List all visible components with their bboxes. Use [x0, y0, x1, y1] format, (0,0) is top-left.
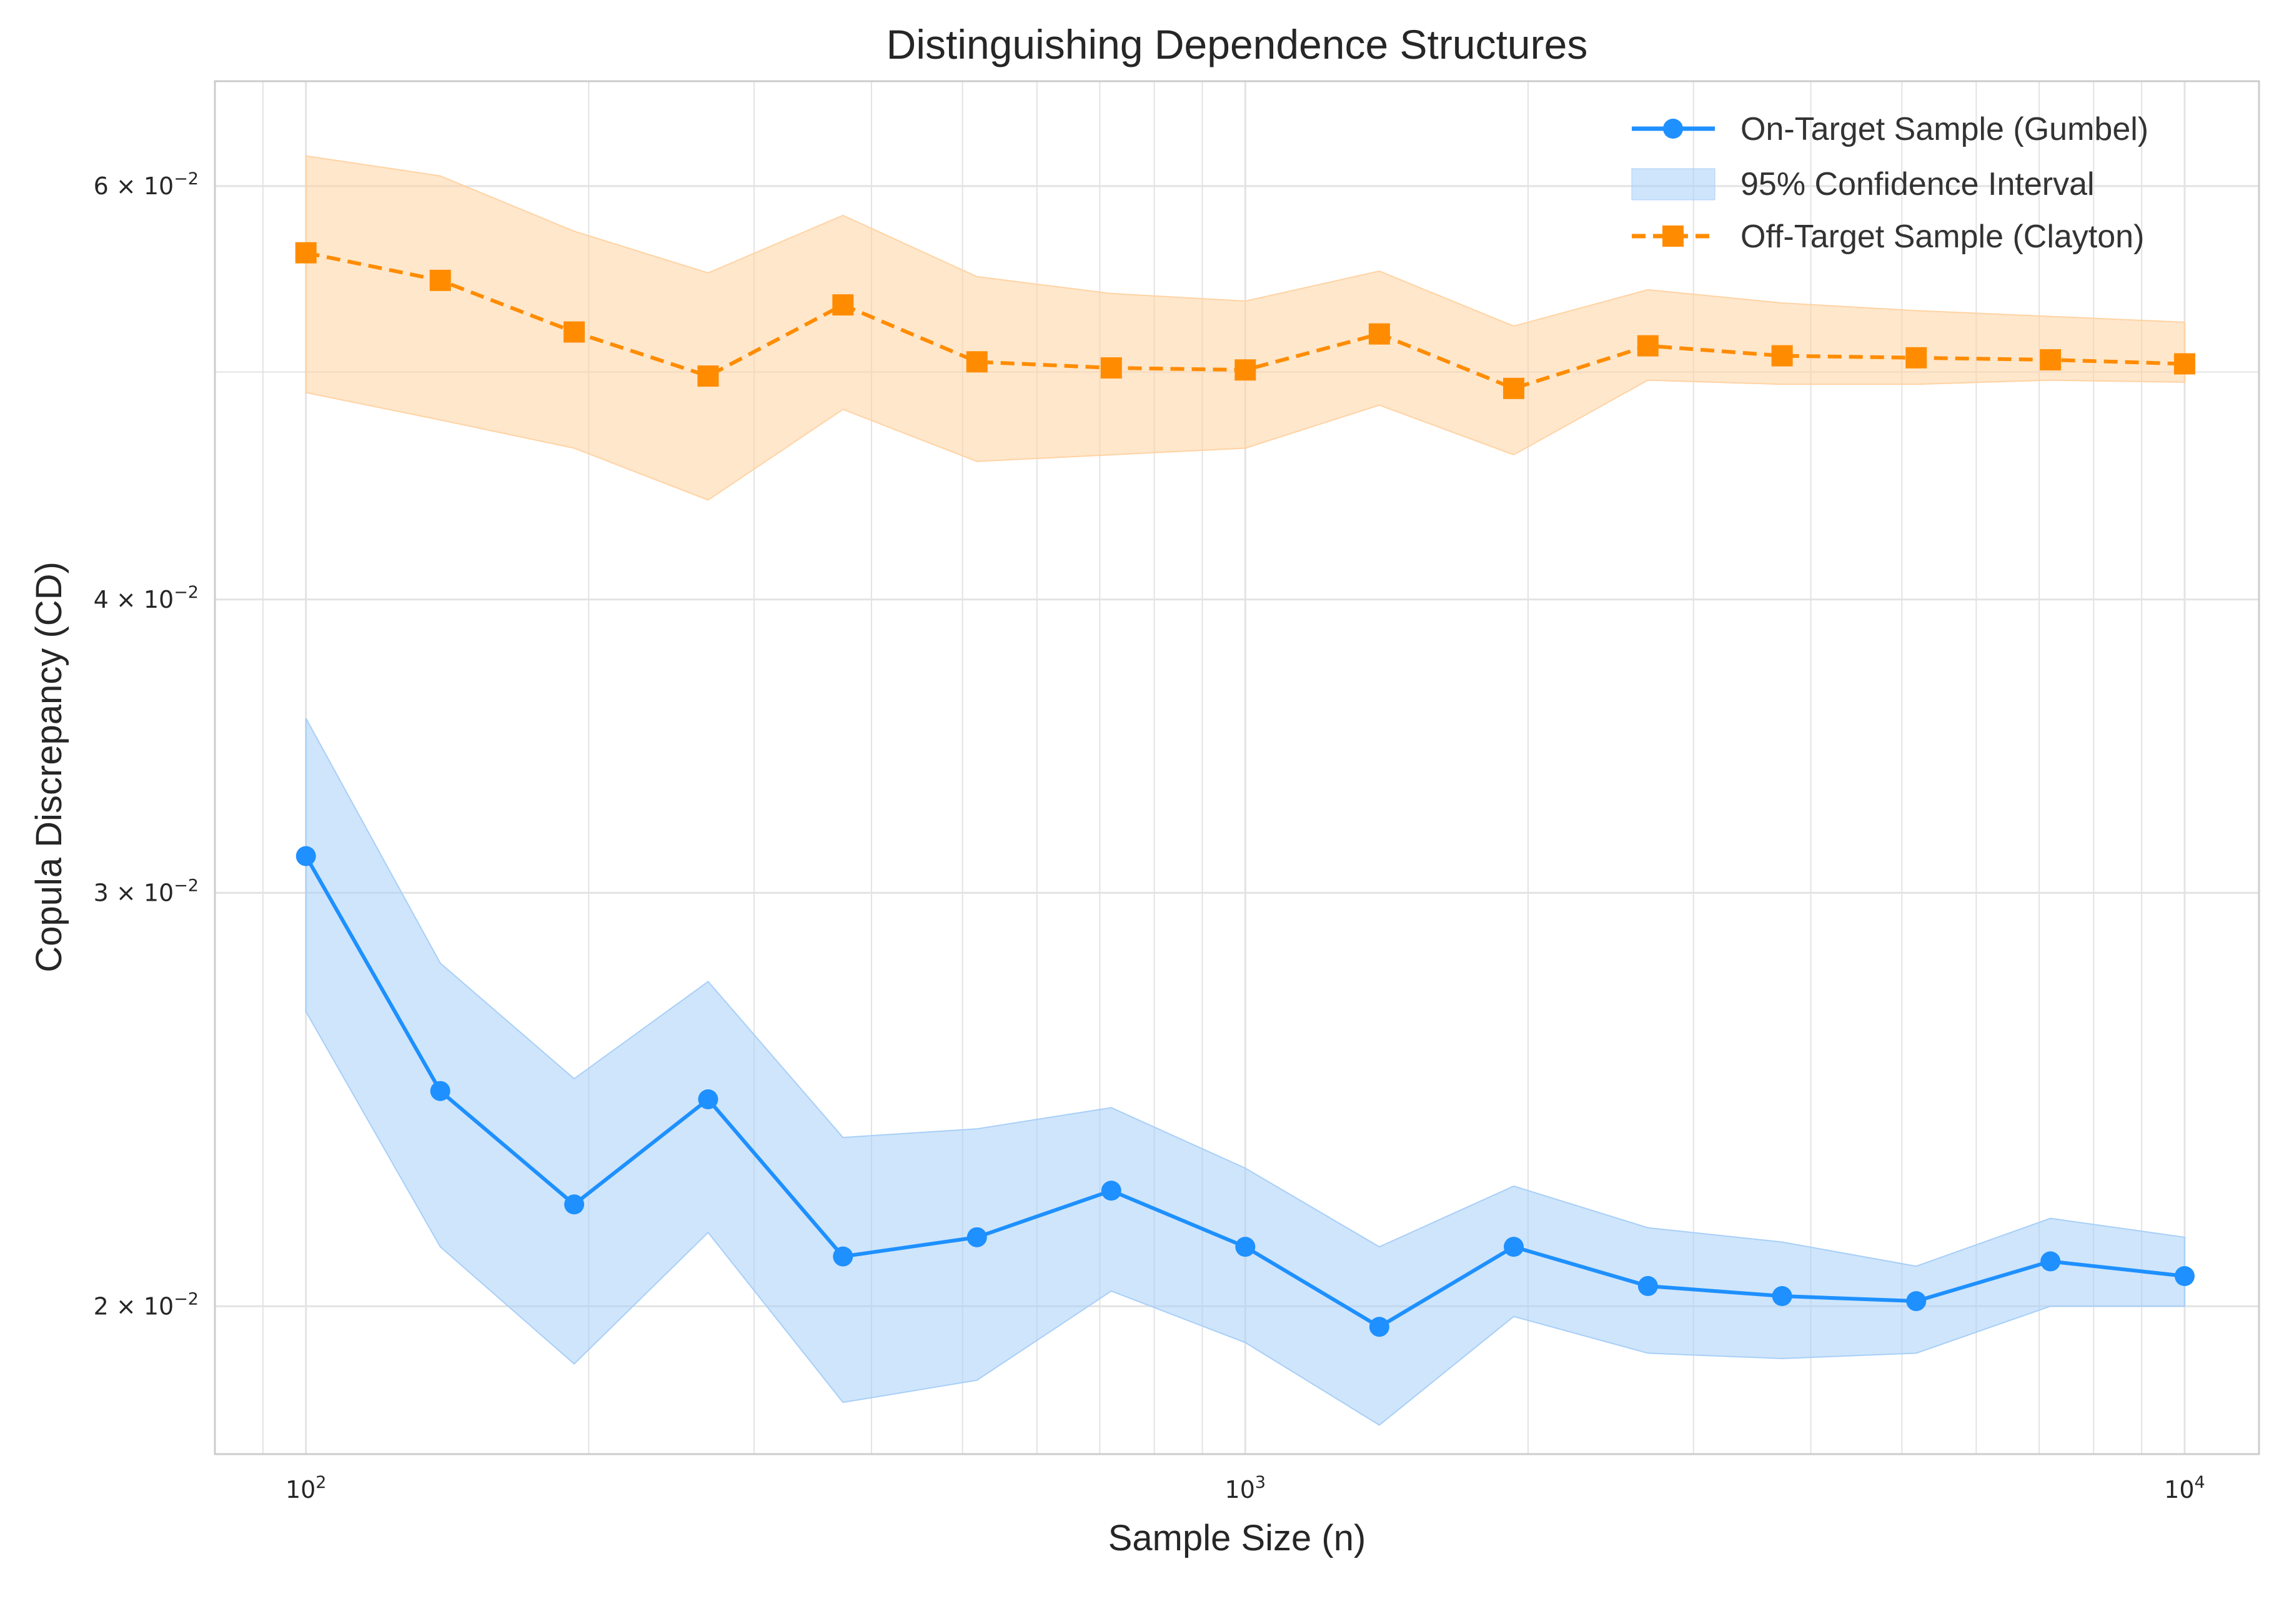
data-point-clayton — [2173, 353, 2195, 375]
data-point-gumbel — [430, 1081, 450, 1101]
data-point-gumbel — [1101, 1181, 1121, 1201]
data-point-clayton — [697, 365, 719, 387]
data-point-gumbel — [1235, 1237, 1256, 1257]
data-point-gumbel — [564, 1194, 585, 1215]
legend: On-Target Sample (Gumbel) 95% Confidence… — [1631, 111, 2148, 255]
data-point-gumbel — [966, 1227, 987, 1247]
x-tick-label: 104 — [2164, 1473, 2205, 1503]
confidence-band-clayton — [305, 155, 2185, 501]
data-point-gumbel — [1772, 1286, 1792, 1307]
series-markers — [295, 242, 2195, 1337]
chart-title: Distinguishing Dependence Structures — [886, 21, 1588, 67]
data-point-clayton — [1234, 359, 1256, 381]
data-point-clayton — [1771, 345, 1793, 367]
y-tick-label: 2 × 10−2 — [94, 1289, 199, 1320]
data-point-clayton — [429, 269, 451, 291]
x-axis-label: Sample Size (n) — [1108, 1518, 1366, 1558]
y-axis-label: Copula Discrepancy (CD) — [29, 562, 69, 973]
data-point-clayton — [1503, 377, 1525, 399]
data-point-clayton — [1368, 323, 1390, 345]
y-tick-label: 4 × 10−2 — [94, 583, 199, 613]
legend-label-ci: 95% Confidence Interval — [1740, 166, 2095, 202]
y-tick-label: 6 × 10−2 — [94, 169, 199, 200]
axis-ticks: 102 103 104 2 × 10−2 3 × 10−2 4 × 10−2 6 × 10−… — [94, 169, 2205, 1503]
data-point-clayton — [295, 242, 317, 264]
data-point-gumbel — [2174, 1266, 2195, 1287]
data-point-gumbel — [833, 1246, 853, 1267]
data-point-gumbel — [1637, 1275, 1658, 1296]
data-point-clayton — [1905, 347, 1927, 369]
data-point-clayton — [966, 351, 988, 373]
data-point-gumbel — [2040, 1251, 2061, 1272]
legend-marker-gumbel — [1663, 119, 1683, 139]
data-point-clayton — [2040, 349, 2062, 371]
data-point-gumbel — [1369, 1317, 1389, 1337]
legend-marker-clayton — [1662, 225, 1684, 247]
data-point-gumbel — [295, 846, 316, 866]
x-tick-label: 103 — [1225, 1473, 1266, 1503]
y-tick-label: 3 × 10−2 — [94, 876, 199, 906]
data-point-gumbel — [1504, 1237, 1524, 1257]
data-point-clayton — [1637, 335, 1659, 357]
data-point-gumbel — [1906, 1291, 1927, 1312]
legend-ci-swatch — [1631, 168, 1715, 201]
data-point-clayton — [564, 321, 585, 343]
data-point-gumbel — [698, 1089, 718, 1109]
plot-frame — [214, 80, 2260, 1455]
data-point-clayton — [1100, 357, 1122, 379]
legend-label-gumbel: On-Target Sample (Gumbel) — [1740, 111, 2148, 147]
confidence-band-gumbel — [305, 718, 2185, 1426]
x-tick-label: 102 — [285, 1473, 327, 1503]
confidence-bands — [305, 155, 2185, 1426]
data-point-clayton — [832, 294, 854, 316]
legend-label-clayton: Off-Target Sample (Clayton) — [1740, 219, 2144, 255]
